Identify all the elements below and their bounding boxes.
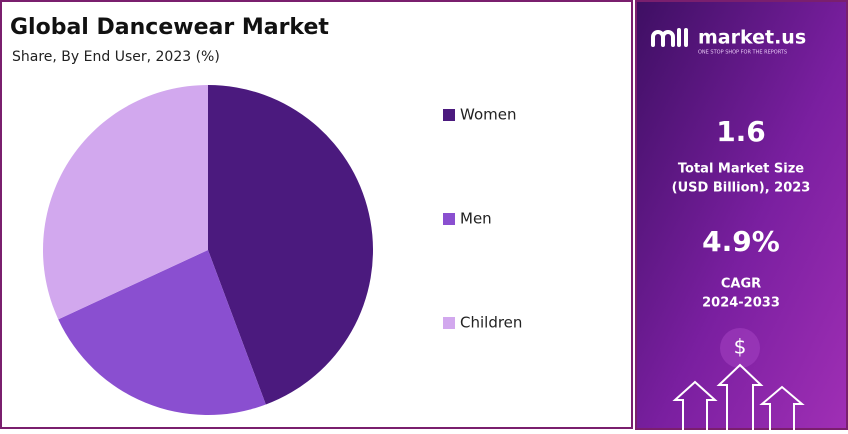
pie (42, 85, 373, 415)
legend-swatch (443, 109, 455, 121)
legend-label: Children (460, 314, 522, 332)
pie-slice (42, 85, 208, 320)
icon-circle (720, 328, 760, 368)
cagr-label: CAGR (721, 277, 761, 292)
legend: Women Men Children (443, 106, 522, 332)
pie-slice (58, 250, 266, 415)
logo (651, 28, 688, 47)
brand: market.us (698, 27, 806, 49)
legend-label: Men (460, 210, 492, 228)
arrow (716, 363, 764, 430)
market-size-label: (USD Billion), 2023 (672, 181, 811, 196)
legend-swatch (443, 213, 455, 225)
icon: $ (734, 335, 747, 359)
arrow (759, 385, 805, 430)
chart-subtitle: Share, By End User, 2023 (%) (12, 49, 220, 65)
chart-title: Global Dancewear Market (10, 15, 329, 40)
tagline: ONE STOP SHOP FOR THE REPORTS (698, 50, 787, 56)
pie-slice (208, 85, 373, 405)
market-size-label: Total Market Size (678, 162, 804, 177)
cagr: 4.9% (702, 225, 780, 258)
arrow (672, 380, 718, 430)
legend-swatch (443, 317, 455, 329)
legend-label: Women (460, 106, 516, 124)
arrows (672, 363, 805, 430)
market-size: 1.6 (716, 115, 766, 148)
cagr-label: 2024-2033 (702, 296, 780, 311)
logo-icon (651, 28, 688, 47)
